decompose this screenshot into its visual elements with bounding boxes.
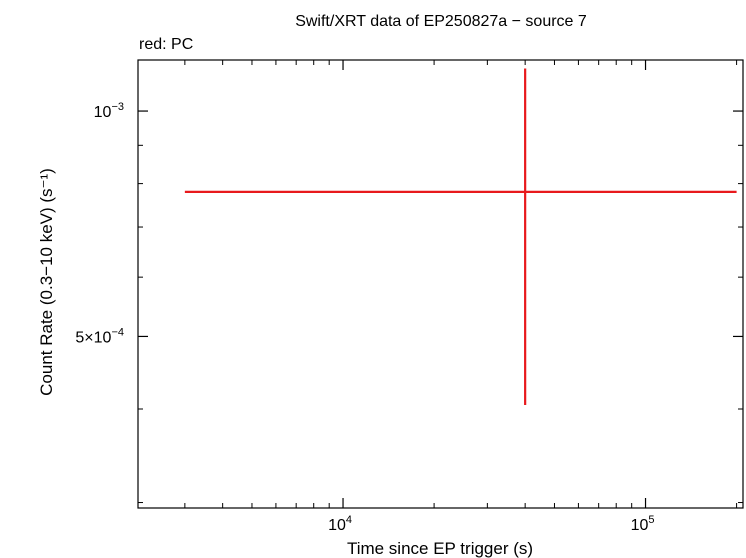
y-tick-label: 10−3 xyxy=(94,101,124,121)
data-layer xyxy=(184,68,737,405)
chart-title: Swift/XRT data of EP250827a − source 7 xyxy=(295,13,587,30)
minor-ticks xyxy=(138,60,743,508)
tick-labels: 104 105 10−3 5×10−4 xyxy=(75,101,654,534)
x-tick-label: 104 xyxy=(328,514,352,534)
y-tick-label: 5×10−4 xyxy=(75,326,124,346)
y-axis-label: Count Rate (0.3−10 keV) (s⁻¹) xyxy=(37,168,56,396)
plot-frame xyxy=(137,59,744,509)
x-axis-label: Time since EP trigger (s) xyxy=(347,539,533,558)
x-tick-label: 105 xyxy=(631,514,655,534)
data-point-error-bars xyxy=(184,68,737,405)
series-legend-label: red: PC xyxy=(139,36,193,53)
major-ticks xyxy=(138,60,743,508)
